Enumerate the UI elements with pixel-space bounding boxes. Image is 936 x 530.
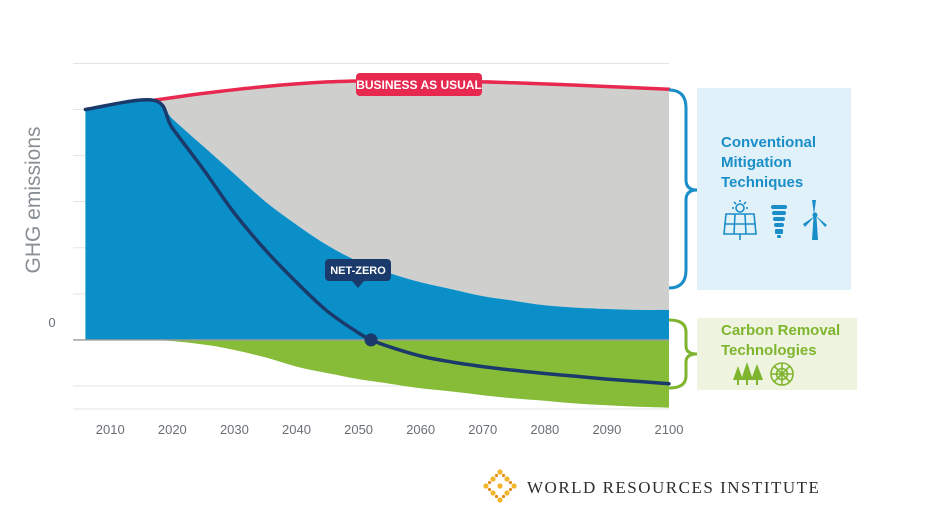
x-tick-label: 2080 [530, 422, 559, 437]
x-tick-label: 2090 [592, 422, 621, 437]
x-tick-label: 2100 [655, 422, 684, 437]
trees-icon [733, 362, 763, 385]
x-tick-label: 2020 [158, 422, 187, 437]
area-layer [73, 80, 669, 408]
wind-turbine-icon [803, 200, 827, 240]
direct-air-capture-icon [770, 362, 794, 386]
solar-panel-icon [723, 200, 757, 240]
conventional-line-3: Techniques [721, 174, 803, 191]
y-axis-label: GHG emissions [22, 126, 45, 273]
x-tick-label: 2010 [96, 422, 125, 437]
net-zero-point [364, 333, 378, 347]
x-tick-label: 2040 [282, 422, 311, 437]
light-bulb-icon [771, 205, 787, 238]
x-tick-label: 2050 [344, 422, 373, 437]
x-tick-label: 2030 [220, 422, 249, 437]
removal-line-2: Technologies [721, 342, 817, 359]
net-zero-line [83, 98, 671, 386]
x-tick-label: 2060 [406, 422, 435, 437]
gap-area [85, 80, 669, 310]
bau-label-text: BUSINESS AS USUAL [356, 78, 482, 92]
removal-line-1: Carbon Removal [721, 322, 840, 339]
removal-panel: Carbon Removal Technologies [668, 318, 857, 390]
net-zero-label-text: NET-ZERO [330, 265, 386, 277]
carbon-removal-area [85, 339, 669, 408]
conventional-mitigation-area [85, 100, 669, 340]
net-zero-label: NET-ZERO [325, 259, 391, 288]
y-tick-label-0: 0 [48, 315, 55, 330]
x-tick-label: 2070 [468, 422, 497, 437]
wri-logo [483, 469, 517, 503]
conventional-line-2: Mitigation [721, 154, 792, 171]
conventional-panel: Conventional Mitigation Techniques [668, 88, 851, 290]
conventional-line-1: Conventional [721, 134, 816, 151]
x-tick-labels: 2010 2020 2030 2040 2050 2060 2070 2080 2090 2100 [96, 422, 684, 437]
wri-org-name: WORLD RESOURCES INSTITUTE [527, 478, 820, 497]
bau-label: BUSINESS AS USUAL [356, 73, 482, 96]
